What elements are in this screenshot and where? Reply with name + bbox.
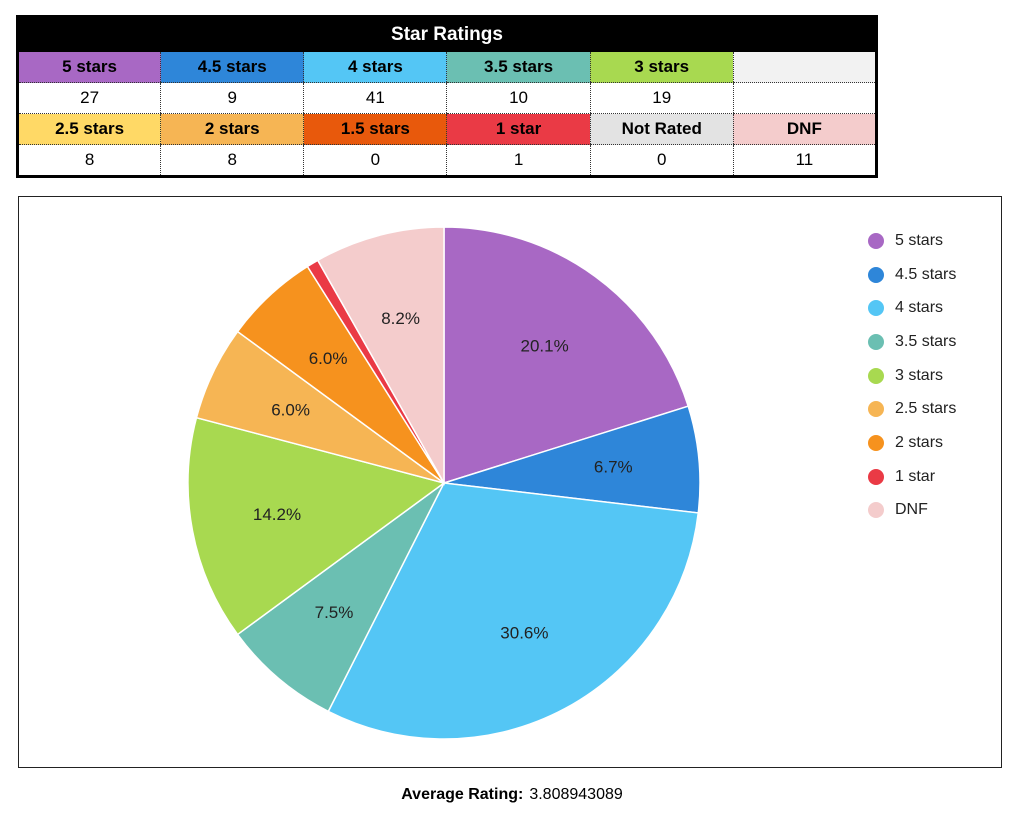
star-ratings-table: Star Ratings 5 stars 4.5 stars 4 stars 3.5 … [16,15,878,178]
rating-count-4-5-stars: 9 [160,82,304,114]
legend-swatch-icon [868,232,884,249]
table-label-row: 2.5 stars 2 stars 1.5 stars 1 star Not Rated… [17,113,877,145]
legend-item-4-stars: 4 stars [868,291,956,325]
legend-label: 5 stars [895,231,944,249]
average-rating-label: Average Rating: [401,786,524,803]
rating-count-1-5-stars: 0 [303,144,447,177]
legend-swatch-icon [868,333,884,350]
rating-label-1-star: 1 star [446,113,591,145]
rating-count-4-stars: 41 [303,82,447,114]
rating-count-1-star: 1 [446,144,591,177]
pie-data-label-dnf: 8.2% [381,309,420,328]
rating-label-dnf: DNF [732,113,877,145]
pie-data-label-3-stars: 14.2% [253,505,301,524]
rating-count-2-stars: 8 [160,144,304,177]
rating-count-dnf: 11 [732,144,877,177]
pie-data-label-4-stars: 30.6% [500,623,548,642]
average-rating-value: 3.808943089 [529,786,623,803]
table-title: Star Ratings [17,16,877,52]
legend-swatch-icon [868,401,884,418]
pie-slice-3-5-stars [236,482,445,713]
legend-item-3-5-stars: 3.5 stars [868,325,956,359]
rating-label-4-stars: 4 stars [303,52,447,83]
legend-label: 3 stars [895,366,944,384]
legend-item-1-star: 1 star [868,460,956,494]
pie-slice-dnf [316,226,445,486]
rating-count-5-stars: 27 [17,82,161,114]
average-rating: Average Rating: 3.808943089 [0,786,1024,804]
chart-frame: 20.1% 6.7% 30.6% 7.5% 14.2% 6.0% 6.0% 8.2% [18,196,1002,768]
legend-label: 3.5 stars [895,332,957,350]
rating-label-5-stars: 5 stars [17,52,161,83]
pie-slice-4-5-stars [443,405,701,514]
table-value-row: 27 9 41 10 19 [17,82,877,114]
rating-label-3-stars: 3 stars [589,52,734,83]
rating-label-4-5-stars: 4.5 stars [160,52,304,83]
legend-item-2-stars: 2 stars [868,426,956,460]
table-label-row: 5 stars 4.5 stars 4 stars 3.5 stars 3 stars [17,52,877,83]
rating-label-1-5-stars: 1.5 stars [303,113,447,145]
legend-swatch-icon [868,266,884,283]
legend-swatch-icon [868,434,884,451]
pie-data-label-5-stars: 20.1% [520,336,568,355]
pie-slice-3-stars [187,416,446,636]
rating-label-2-5-stars: 2.5 stars [17,113,161,145]
legend-swatch-icon [868,300,884,317]
pie-slice-4-stars [327,482,700,740]
table-value-row: 8 8 0 1 0 11 [18,144,877,177]
rating-count-2-5-stars: 8 [84,150,95,169]
pie-data-label-2-stars: 6.0% [309,349,348,368]
pie-data-label-2-5-stars: 6.0% [271,400,310,419]
rating-label-2-stars: 2 stars [160,113,304,145]
rating-count-empty [732,82,877,114]
legend-item-dnf: DNF [868,494,956,528]
legend-item-4-5-stars: 4.5 stars [868,258,956,292]
legend-swatch-icon [868,502,884,519]
legend-label: 4 stars [895,299,944,317]
pie-data-label-4-5-stars: 6.7% [594,458,633,477]
chart-legend: 5 stars 4.5 stars 4 stars 3.5 stars 3 stars 2… [868,224,956,527]
rating-label-empty [732,52,877,83]
legend-item-3-stars: 3 stars [868,359,956,393]
rating-label-3-5-stars: 3.5 stars [446,52,591,83]
legend-label: 2.5 stars [895,400,957,418]
rating-label-not-rated: Not Rated [589,113,734,145]
pie-chart: 20.1% 6.7% 30.6% 7.5% 14.2% 6.0% 6.0% 8.2% [187,226,701,740]
legend-swatch-icon [868,468,884,485]
legend-label: DNF [895,501,928,519]
legend-label: 4.5 stars [895,265,957,283]
legend-item-5-stars: 5 stars [868,224,956,258]
legend-label: 2 stars [895,433,944,451]
pie-slice-5-stars [443,226,690,485]
legend-swatch-icon [868,367,884,384]
legend-label: 1 star [895,467,936,485]
rating-count-not-rated: 0 [589,144,734,177]
legend-item-2-5-stars: 2.5 stars [868,392,956,426]
pie-data-label-3-5-stars: 7.5% [315,603,354,622]
rating-count-3-stars: 19 [589,82,734,114]
rating-count-3-5-stars: 10 [446,82,591,114]
